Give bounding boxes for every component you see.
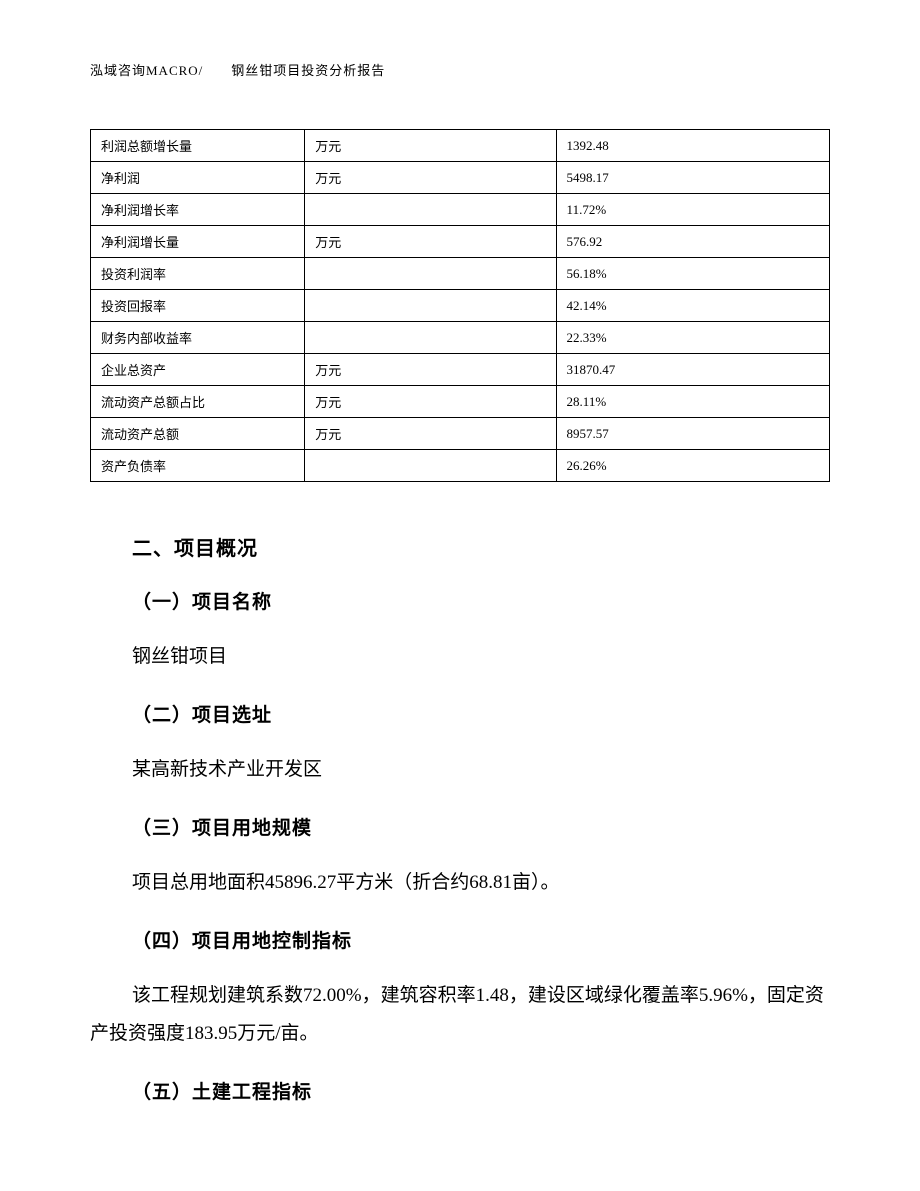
- row-unit: [305, 450, 556, 482]
- row-unit: [305, 258, 556, 290]
- table-row: 投资回报率 42.14%: [91, 290, 830, 322]
- row-value: 42.14%: [556, 290, 829, 322]
- row-label: 流动资产总额占比: [91, 386, 305, 418]
- row-label: 净利润增长量: [91, 226, 305, 258]
- row-unit: 万元: [305, 226, 556, 258]
- subsection-title-5: （五）土建工程指标: [132, 1077, 830, 1104]
- page-header: 泓域咨询MACRO/ 钢丝钳项目投资分析报告: [90, 60, 830, 79]
- row-unit: [305, 290, 556, 322]
- row-unit: [305, 194, 556, 226]
- row-label: 财务内部收益率: [91, 322, 305, 354]
- row-value: 56.18%: [556, 258, 829, 290]
- table-row: 流动资产总额占比 万元 28.11%: [91, 386, 830, 418]
- row-value: 22.33%: [556, 322, 829, 354]
- row-value: 1392.48: [556, 130, 829, 162]
- subsection-body-2: 某高新技术产业开发区: [132, 751, 830, 789]
- row-unit: [305, 322, 556, 354]
- row-value: 8957.57: [556, 418, 829, 450]
- row-label: 企业总资产: [91, 354, 305, 386]
- section-title: 二、项目概况: [132, 532, 830, 561]
- row-unit: 万元: [305, 418, 556, 450]
- row-label: 净利润增长率: [91, 194, 305, 226]
- subsection-title-2: （二）项目选址: [132, 700, 830, 727]
- row-unit: 万元: [305, 162, 556, 194]
- row-value: 576.92: [556, 226, 829, 258]
- subsection-body-4: 该工程规划建筑系数72.00%，建筑容积率1.48，建设区域绿化覆盖率5.96%…: [90, 977, 830, 1053]
- subsection-body-3: 项目总用地面积45896.27平方米（折合约68.81亩）。: [132, 864, 830, 902]
- table-row: 资产负债率 26.26%: [91, 450, 830, 482]
- row-label: 投资利润率: [91, 258, 305, 290]
- table-row: 财务内部收益率 22.33%: [91, 322, 830, 354]
- row-label: 利润总额增长量: [91, 130, 305, 162]
- row-label: 净利润: [91, 162, 305, 194]
- row-unit: 万元: [305, 130, 556, 162]
- subsection-title-4: （四）项目用地控制指标: [132, 926, 830, 953]
- table-row: 净利润 万元 5498.17: [91, 162, 830, 194]
- row-value: 26.26%: [556, 450, 829, 482]
- row-value: 11.72%: [556, 194, 829, 226]
- row-unit: 万元: [305, 354, 556, 386]
- row-value: 5498.17: [556, 162, 829, 194]
- header-text: 泓域咨询MACRO/ 钢丝钳项目投资分析报告: [90, 63, 385, 78]
- row-label: 资产负债率: [91, 450, 305, 482]
- content-area: 二、项目概况 （一）项目名称 钢丝钳项目 （二）项目选址 某高新技术产业开发区 …: [90, 532, 830, 1104]
- row-label: 流动资产总额: [91, 418, 305, 450]
- row-unit: 万元: [305, 386, 556, 418]
- row-value: 31870.47: [556, 354, 829, 386]
- subsection-title-3: （三）项目用地规模: [132, 813, 830, 840]
- table-row: 投资利润率 56.18%: [91, 258, 830, 290]
- table-row: 净利润增长率 11.72%: [91, 194, 830, 226]
- subsection-body-1: 钢丝钳项目: [132, 638, 830, 676]
- row-label: 投资回报率: [91, 290, 305, 322]
- table-row: 利润总额增长量 万元 1392.48: [91, 130, 830, 162]
- table-row: 企业总资产 万元 31870.47: [91, 354, 830, 386]
- table-row: 流动资产总额 万元 8957.57: [91, 418, 830, 450]
- table-body: 利润总额增长量 万元 1392.48 净利润 万元 5498.17 净利润增长率…: [91, 130, 830, 482]
- table-row: 净利润增长量 万元 576.92: [91, 226, 830, 258]
- subsection-title-1: （一）项目名称: [132, 587, 830, 614]
- row-value: 28.11%: [556, 386, 829, 418]
- financial-table: 利润总额增长量 万元 1392.48 净利润 万元 5498.17 净利润增长率…: [90, 129, 830, 482]
